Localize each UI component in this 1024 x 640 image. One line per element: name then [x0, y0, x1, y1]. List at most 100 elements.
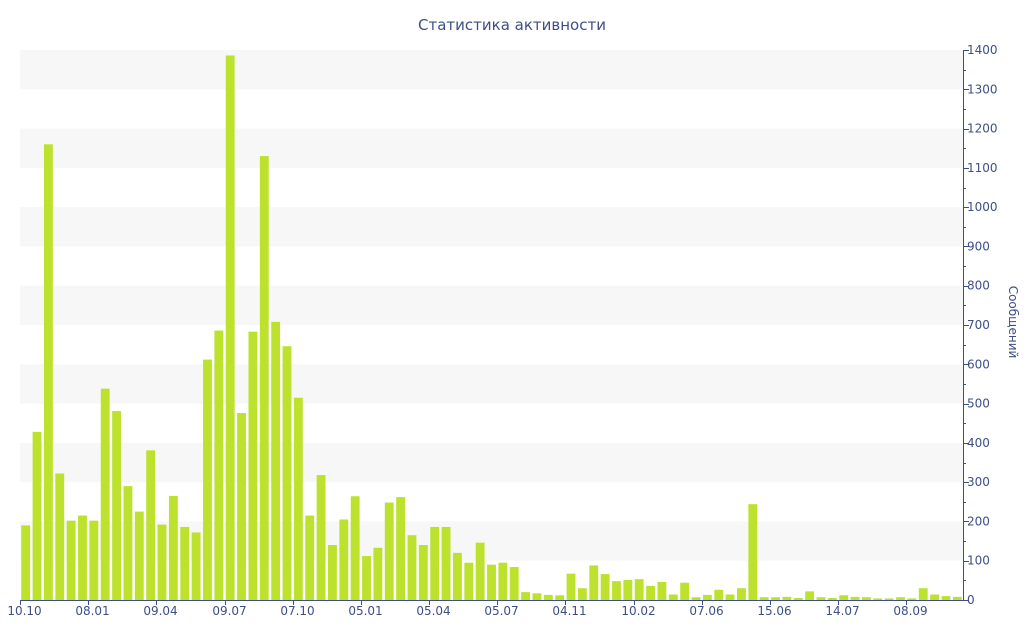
bar	[725, 594, 735, 600]
bar	[475, 542, 485, 600]
y-tick-label: 1400	[967, 43, 998, 57]
y-axis-title: Сообщений	[1006, 286, 1020, 359]
bar	[32, 431, 42, 600]
bar	[555, 595, 565, 600]
bar	[384, 502, 394, 600]
plot-band	[20, 128, 963, 168]
bar	[805, 591, 815, 600]
bar	[714, 589, 724, 600]
x-tick-label: 04.11	[552, 604, 586, 618]
bar	[464, 562, 474, 600]
y-tick-label: 200	[967, 514, 990, 528]
bar	[316, 475, 326, 600]
bar	[884, 598, 894, 600]
x-tick-label: 09.07	[212, 604, 246, 618]
bar	[293, 397, 303, 600]
bar	[680, 582, 690, 600]
bars	[21, 55, 962, 601]
bar	[657, 581, 667, 600]
bar	[259, 156, 269, 601]
bar	[89, 520, 99, 600]
bar	[498, 562, 508, 600]
bar	[634, 579, 644, 600]
y-tick-label: 100	[967, 554, 990, 568]
bar	[612, 581, 621, 600]
x-tick-label: 07.10	[280, 604, 314, 618]
bar	[157, 524, 167, 600]
bar	[362, 556, 371, 600]
y-tick-label: 300	[967, 475, 990, 489]
y-tick-label: 900	[967, 239, 990, 253]
bar	[930, 594, 940, 600]
bar	[203, 359, 212, 600]
bar	[941, 596, 951, 600]
bar	[793, 598, 803, 600]
x-tick-label: 08.09	[893, 604, 927, 618]
bar	[112, 411, 122, 600]
bar	[78, 515, 87, 600]
bar	[100, 388, 110, 600]
plot-band	[20, 207, 963, 247]
bar	[407, 535, 417, 600]
bar	[577, 588, 587, 600]
bar	[452, 552, 462, 600]
bar	[566, 573, 576, 600]
bar	[816, 597, 826, 600]
bar	[225, 55, 235, 600]
bar	[248, 331, 258, 600]
y-tick-label: 1000	[967, 200, 998, 214]
bar	[702, 594, 712, 600]
bar	[623, 579, 633, 600]
bar	[282, 346, 292, 600]
x-tick-label: 08.01	[75, 604, 109, 618]
y-tick-label: 400	[967, 436, 990, 450]
bar	[55, 473, 65, 600]
bar	[850, 596, 860, 600]
bar	[305, 515, 315, 600]
bar	[43, 144, 53, 601]
bar	[589, 565, 599, 600]
bar	[350, 496, 360, 600]
chart-title: Статистика активности	[418, 16, 606, 34]
y-tick-labels: 0 100 200 300 400 500 600 700 800 900 1000 1100 1200…	[967, 43, 998, 607]
y-tick-label: 1200	[967, 122, 998, 136]
x-tick-label: 10.10	[7, 604, 41, 618]
bar	[827, 598, 837, 600]
y-tick-label: 800	[967, 279, 990, 293]
bar	[487, 564, 496, 600]
bar	[839, 595, 849, 600]
bar	[441, 526, 451, 600]
bar	[271, 321, 281, 600]
y-tick-label: 700	[967, 318, 990, 332]
bar	[123, 486, 133, 600]
bar	[532, 593, 542, 600]
bar	[328, 545, 337, 600]
plot-band	[20, 50, 963, 90]
x-tick-label: 09.04	[143, 604, 177, 618]
x-tick-label: 05.01	[348, 604, 382, 618]
bar	[509, 567, 519, 600]
bar	[180, 526, 190, 600]
y-tick-label: 1100	[967, 161, 998, 175]
bar	[373, 547, 383, 600]
bar	[861, 597, 871, 600]
bar	[237, 413, 246, 600]
bar	[896, 597, 905, 600]
plot-band	[20, 442, 963, 483]
y-tick-label: 0	[967, 593, 975, 607]
x-tick-label: 05.04	[416, 604, 450, 618]
bar	[191, 532, 201, 600]
bar	[134, 511, 144, 600]
x-tick-labels: 10.10 08.01 09.04 09.07 07.10 05.01 05.04 05.07…	[7, 604, 927, 618]
bar	[430, 526, 440, 600]
axes	[20, 50, 969, 605]
bar	[952, 596, 962, 600]
bar	[600, 574, 610, 600]
bar	[771, 597, 780, 600]
plot-bands	[20, 50, 963, 561]
x-tick-label: 05.07	[484, 604, 518, 618]
bar	[737, 588, 746, 600]
x-tick-label: 14.07	[825, 604, 859, 618]
bar	[396, 497, 406, 600]
